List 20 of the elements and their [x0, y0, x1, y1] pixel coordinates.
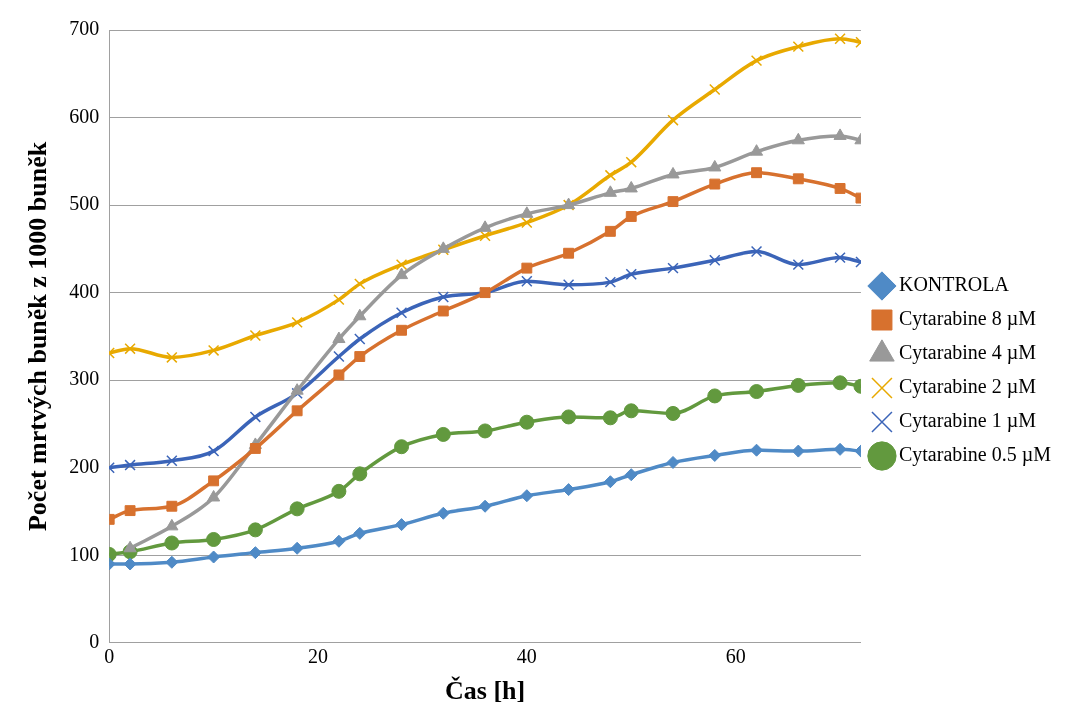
y-tick-label: 600	[69, 104, 100, 127]
legend-label: Cytarabine 8 µM	[898, 307, 1037, 331]
x-tick-label: 20	[308, 645, 329, 668]
x-tick-label: 40	[516, 645, 537, 668]
legend-label: Cytarabine 1 µM	[898, 409, 1037, 433]
y-tick-label: 700	[69, 17, 100, 40]
y-tick-label: 100	[69, 542, 100, 565]
x-tick-label: 60	[725, 645, 746, 668]
y-tick-label: 300	[69, 367, 100, 390]
y-tick-label: 0	[89, 630, 100, 653]
legend-label: Cytarabine 4 µM	[898, 341, 1037, 365]
y-tick-label: 400	[69, 279, 100, 302]
legend-label: Cytarabine 2 µM	[898, 375, 1037, 399]
x-axis-title: Čas [h]	[444, 676, 526, 706]
x-tick-label: 0	[104, 645, 115, 668]
y-axis-title: Počet mrtvých buněk z 1000 buněk	[23, 141, 53, 532]
y-tick-label: 500	[69, 192, 100, 215]
y-tick-label: 200	[69, 454, 100, 477]
legend-label: Cytarabine 0.5 µM	[898, 443, 1052, 467]
legend-label: KONTROLA	[898, 273, 1010, 296]
